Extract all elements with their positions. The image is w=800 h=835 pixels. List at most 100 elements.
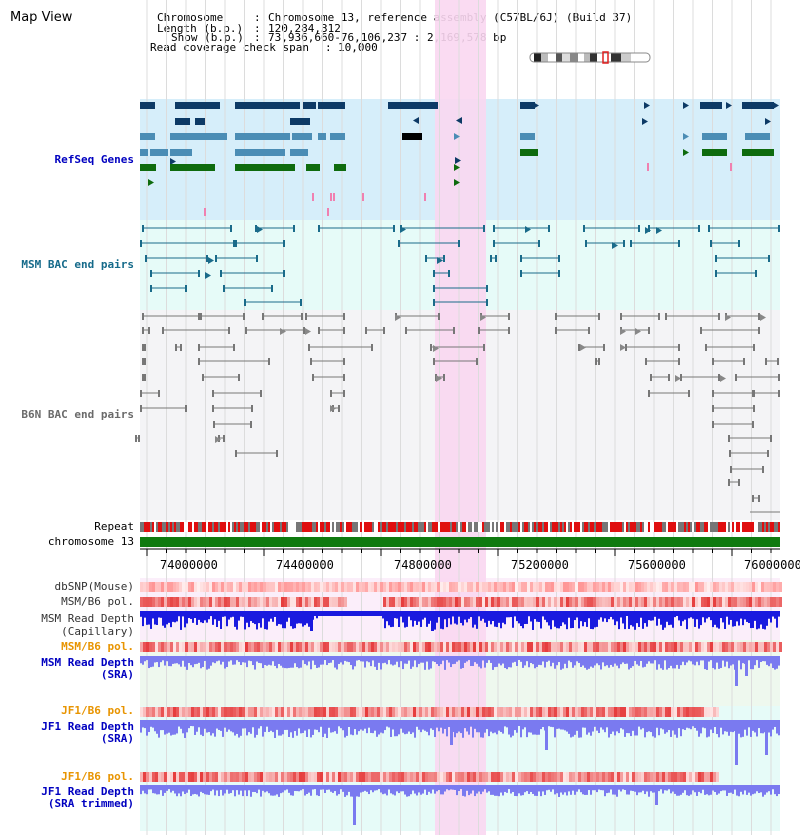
- depth-bar: [456, 720, 458, 734]
- depth-bar: [168, 720, 170, 733]
- heat-cell: [176, 642, 179, 652]
- depth-spike: [353, 785, 356, 825]
- depth-bar: [208, 785, 210, 795]
- heat-cell: [446, 597, 449, 607]
- depth-bar: [488, 720, 490, 737]
- depth-bar: [400, 656, 402, 662]
- depth-bar: [344, 720, 346, 738]
- repeat-segment: [756, 522, 758, 532]
- heat-cell: [557, 642, 560, 652]
- depth-bar: [170, 611, 172, 628]
- depth-bar: [164, 785, 166, 793]
- depth-bar: [238, 611, 240, 621]
- repeat-segment: [424, 522, 426, 532]
- heat-cell: [341, 707, 344, 717]
- depth-bar: [668, 611, 670, 626]
- depth-bar: [294, 785, 296, 792]
- depth-bar: [732, 611, 734, 627]
- heat-cell: [503, 642, 506, 652]
- heat-cell: [389, 642, 392, 652]
- heat-cell: [464, 597, 467, 607]
- heat-cell: [569, 642, 572, 652]
- repeat-segment: [156, 522, 158, 532]
- heat-cell: [215, 642, 218, 652]
- heat-cell: [227, 642, 230, 652]
- depth-bar: [548, 656, 550, 661]
- depth-bar: [374, 656, 376, 667]
- bac-end: [144, 374, 146, 381]
- repeat-segment: [720, 522, 722, 532]
- heat-cell: [707, 707, 710, 717]
- depth-bar: [382, 720, 384, 734]
- depth-bar: [502, 720, 504, 734]
- heat-cell: [515, 707, 518, 717]
- repeat-segment: [562, 522, 564, 532]
- heat-cell: [563, 772, 566, 782]
- heat-cell: [500, 642, 503, 652]
- heat-cell: [335, 642, 338, 652]
- depth-bar: [220, 720, 222, 731]
- heat-cell: [734, 597, 737, 607]
- heat-cell: [263, 772, 266, 782]
- depth-bar: [778, 785, 780, 795]
- gene-arrow: [205, 272, 211, 279]
- bac-end: [255, 225, 257, 232]
- repeat-segment: [588, 522, 590, 532]
- heat-cell: [506, 582, 509, 592]
- repeat-segment: [546, 522, 548, 532]
- heat-cell: [431, 642, 434, 652]
- heat-cell: [266, 772, 269, 782]
- depth-bar: [776, 611, 778, 628]
- heat-cell: [692, 772, 695, 782]
- bac-end: [144, 358, 146, 365]
- depth-bar: [614, 785, 616, 795]
- depth-bar: [252, 656, 254, 666]
- track-label-refseq[interactable]: RefSeq Genes: [54, 153, 134, 166]
- heat-cell: [608, 707, 611, 717]
- bac-end: [558, 255, 560, 262]
- heat-cell: [578, 707, 581, 717]
- heat-cell: [386, 582, 389, 592]
- heat-cell: [410, 642, 413, 652]
- depth-bar: [624, 785, 626, 790]
- depth-bar: [556, 611, 558, 629]
- track-label-b6n-bac[interactable]: B6N BAC end pairs: [21, 408, 134, 421]
- heat-cell: [473, 707, 476, 717]
- depth-bar: [684, 611, 686, 620]
- gene-feature: [292, 133, 312, 140]
- depth-bar: [196, 656, 198, 664]
- gene-feature: [170, 133, 227, 140]
- heat-cell: [776, 582, 779, 592]
- depth-bar: [152, 785, 154, 794]
- heat-cell: [500, 597, 503, 607]
- depth-bar: [354, 656, 356, 667]
- depth-bar: [400, 720, 402, 729]
- bac-end: [585, 240, 587, 247]
- depth-bar: [510, 656, 512, 668]
- heat-cell: [458, 582, 461, 592]
- depth-bar: [766, 785, 768, 793]
- heat-cell: [281, 642, 284, 652]
- depth-bar: [228, 785, 230, 794]
- heat-cell: [191, 597, 194, 607]
- depth-bar: [642, 656, 644, 668]
- heat-cell: [638, 642, 641, 652]
- heat-cell: [620, 772, 623, 782]
- depth-bar: [142, 720, 144, 728]
- heat-cell: [713, 642, 716, 652]
- heat-cell: [413, 707, 416, 717]
- depth-bar: [602, 785, 604, 791]
- depth-bar: [542, 785, 544, 792]
- track-label-msm-bac[interactable]: MSM BAC end pairs: [21, 258, 134, 271]
- repeat-segment: [492, 522, 494, 532]
- heat-cell: [647, 582, 650, 592]
- depth-bar: [178, 785, 180, 794]
- heat-cell: [719, 642, 722, 652]
- depth-bar: [636, 720, 638, 736]
- depth-bar: [584, 611, 586, 623]
- depth-bar: [768, 785, 770, 792]
- depth-bar: [554, 611, 556, 627]
- depth-bar: [530, 720, 532, 733]
- depth-bar: [326, 656, 328, 666]
